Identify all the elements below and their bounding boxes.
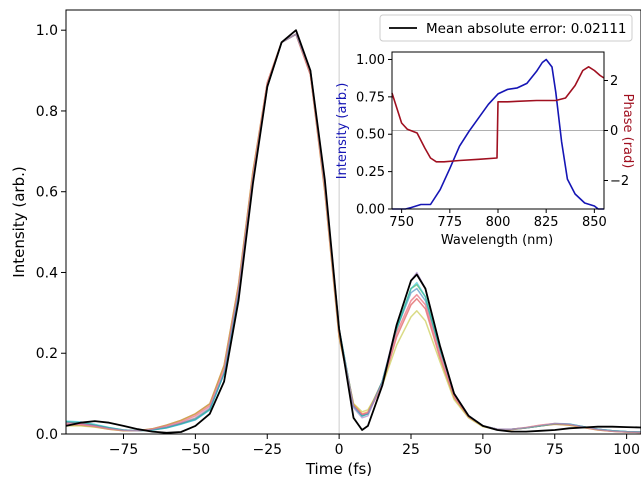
inset-y-tick-label: 0.00 bbox=[356, 203, 385, 218]
inset-y-tick-label: 0.75 bbox=[356, 90, 385, 105]
main-y-axis: 0.0 0.2 0.4 0.6 0.8 1.0 bbox=[36, 23, 66, 443]
inset-y-axis-label-left: Intensity (arb.) bbox=[335, 83, 350, 180]
x-tick-label: −25 bbox=[252, 442, 282, 458]
inset-x-tick-label: 750 bbox=[389, 215, 414, 230]
inset-y-tick-label: 0.50 bbox=[356, 128, 385, 143]
x-tick-label: −50 bbox=[181, 442, 211, 458]
main-plot-frame bbox=[65, 9, 641, 435]
inset-y-tick-label: 0.25 bbox=[356, 165, 385, 180]
main-chart: −75 −50 −25 0 25 50 75 100 0.0 0.2 0.4 0.6 0.8 1.0 T… bbox=[10, 9, 641, 478]
inset-x-axis: 750 775 800 825 850 bbox=[389, 209, 607, 230]
series-line-8 bbox=[66, 33, 641, 434]
main-series-group bbox=[65, 29, 641, 434]
y-tick-label: 0.8 bbox=[36, 104, 58, 120]
inset-x-tick-label: 775 bbox=[437, 215, 462, 230]
inset-y-right-tick-label: 2 bbox=[610, 74, 618, 89]
x-tick-label: 50 bbox=[474, 442, 492, 458]
y-tick-label: 0.6 bbox=[36, 185, 58, 201]
main-x-axis: −75 −50 −25 0 25 50 75 100 bbox=[109, 434, 640, 458]
inset-x-tick-label: 850 bbox=[582, 215, 607, 230]
inset-y-axis-left: 0.00 0.25 0.50 0.75 1.00 bbox=[356, 53, 392, 218]
x-tick-label: 0 bbox=[335, 442, 344, 458]
y-tick-label: 0.0 bbox=[36, 427, 58, 443]
legend: Mean absolute error: 0.02111 bbox=[379, 14, 633, 42]
inset-series-group bbox=[391, 58, 605, 210]
series-line-mean bbox=[65, 29, 641, 434]
x-tick-label: −75 bbox=[109, 442, 139, 458]
x-tick-label: 75 bbox=[546, 442, 564, 458]
inset-y-right-tick-label: −2 bbox=[610, 174, 629, 189]
legend-box bbox=[379, 14, 633, 42]
legend-label: Mean absolute error: 0.02111 bbox=[426, 21, 627, 37]
inset-x-tick-label: 800 bbox=[486, 215, 511, 230]
inset-y-tick-label: 1.00 bbox=[356, 53, 385, 68]
main-y-axis-label: Intensity (arb.) bbox=[10, 166, 28, 277]
main-x-axis-label: Time (fs) bbox=[305, 460, 372, 478]
inset-y-right-tick-label: 0 bbox=[610, 124, 618, 139]
inset-x-tick-label: 825 bbox=[534, 215, 559, 230]
inset-x-axis-label: Wavelength (nm) bbox=[441, 233, 553, 248]
inset-phase-line bbox=[391, 66, 605, 163]
inset-y-axis-right: −2 0 2 bbox=[604, 74, 629, 189]
inset-y-axis-label-right: Phase (rad) bbox=[620, 94, 635, 169]
x-tick-label: 100 bbox=[613, 442, 640, 458]
y-tick-label: 0.4 bbox=[36, 265, 58, 281]
y-tick-label: 0.2 bbox=[36, 346, 58, 362]
x-tick-label: 25 bbox=[402, 442, 420, 458]
inset-chart: 750 775 800 825 850 0.00 0.25 0.50 0.75 1.00 −2 0… bbox=[335, 51, 635, 248]
y-tick-label: 1.0 bbox=[36, 23, 58, 39]
inset-intensity-line bbox=[392, 58, 604, 210]
series-line-7 bbox=[65, 33, 641, 433]
